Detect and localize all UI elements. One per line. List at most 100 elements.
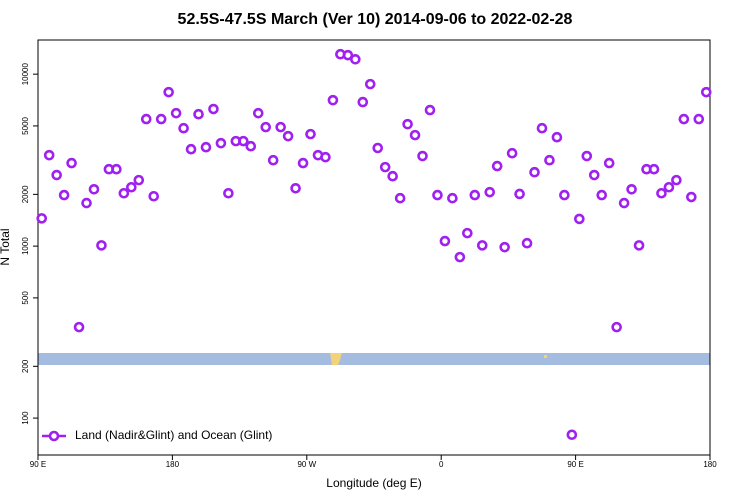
- land-strip: [38, 353, 710, 365]
- point: [305, 128, 316, 140]
- point: [671, 174, 682, 186]
- point: [454, 251, 466, 263]
- point: [424, 104, 436, 116]
- point: [282, 130, 294, 142]
- point: [574, 213, 585, 225]
- x-tick-label: 90 E: [567, 460, 583, 469]
- point: [536, 122, 548, 134]
- point: [66, 157, 77, 169]
- point: [514, 188, 525, 200]
- point: [58, 189, 70, 201]
- point: [73, 321, 85, 333]
- point: [163, 86, 174, 98]
- point: [439, 235, 451, 247]
- point: [566, 429, 578, 441]
- legend-marker: [48, 430, 60, 442]
- x-tick-label: 180: [166, 460, 180, 469]
- point: [432, 189, 443, 201]
- chart-title: 52.5S-47.5S March (Ver 10) 2014-09-06 to…: [178, 11, 573, 28]
- point: [193, 108, 204, 120]
- point: [581, 150, 593, 162]
- x-tick-label: 0: [439, 460, 444, 469]
- point: [603, 157, 615, 169]
- y-tick-label: 2000: [21, 185, 30, 203]
- point: [320, 151, 331, 163]
- point: [223, 187, 234, 199]
- point: [111, 163, 122, 175]
- point: [544, 154, 555, 166]
- point: [245, 140, 257, 152]
- land-patch: [544, 355, 547, 358]
- point: [678, 113, 690, 125]
- point: [350, 54, 361, 65]
- point: [372, 142, 384, 154]
- point: [394, 192, 406, 204]
- point: [656, 187, 667, 199]
- point: [43, 149, 55, 161]
- point: [364, 78, 376, 90]
- point: [260, 121, 272, 133]
- point: [200, 141, 212, 153]
- point: [551, 131, 563, 143]
- point: [409, 129, 421, 141]
- y-tick-label: 10000: [21, 62, 30, 85]
- point: [36, 213, 48, 224]
- point: [633, 240, 645, 251]
- point: [185, 143, 197, 155]
- point: [178, 122, 189, 134]
- point: [208, 103, 219, 115]
- point: [275, 121, 286, 133]
- point: [357, 96, 369, 108]
- point: [596, 189, 608, 201]
- point: [126, 181, 137, 193]
- point: [469, 189, 481, 201]
- point: [252, 107, 264, 119]
- point: [663, 181, 675, 193]
- point: [529, 166, 540, 178]
- point: [447, 192, 458, 204]
- point: [148, 190, 160, 202]
- point: [170, 107, 182, 119]
- point: [327, 94, 339, 106]
- plot-frame: [37, 39, 711, 456]
- point: [521, 237, 533, 249]
- point: [559, 189, 570, 201]
- point: [484, 186, 496, 198]
- point: [686, 191, 697, 203]
- y-tick-label: 5000: [21, 116, 30, 134]
- point: [290, 182, 301, 194]
- point: [297, 157, 309, 169]
- point: [618, 197, 630, 209]
- point: [476, 240, 488, 251]
- point: [215, 137, 227, 149]
- point: [267, 154, 279, 166]
- point: [238, 135, 249, 147]
- point: [88, 184, 100, 195]
- point: [140, 113, 152, 125]
- x-axis-label: Longitude (deg E): [326, 476, 421, 490]
- point: [700, 86, 712, 98]
- y-axis-label: N Total: [0, 228, 12, 265]
- x-tick-label: 90 W: [297, 460, 316, 469]
- point: [626, 184, 637, 195]
- point: [96, 240, 107, 251]
- point: [462, 227, 473, 239]
- point: [611, 321, 622, 333]
- point: [491, 160, 503, 172]
- point: [588, 169, 600, 181]
- point: [402, 118, 413, 130]
- point: [648, 163, 660, 175]
- point: [155, 113, 167, 125]
- point: [387, 170, 398, 182]
- point: [379, 161, 391, 173]
- legend-label: Land (Nadir&Glint) and Ocean (Glint): [75, 428, 272, 442]
- y-tick-label: 200: [21, 359, 30, 373]
- point: [81, 197, 92, 209]
- y-tick-label: 1000: [21, 237, 30, 255]
- point: [118, 187, 130, 199]
- y-tick-label: 100: [21, 411, 30, 425]
- point: [51, 169, 62, 181]
- land-patch: [330, 353, 342, 365]
- point: [693, 113, 705, 125]
